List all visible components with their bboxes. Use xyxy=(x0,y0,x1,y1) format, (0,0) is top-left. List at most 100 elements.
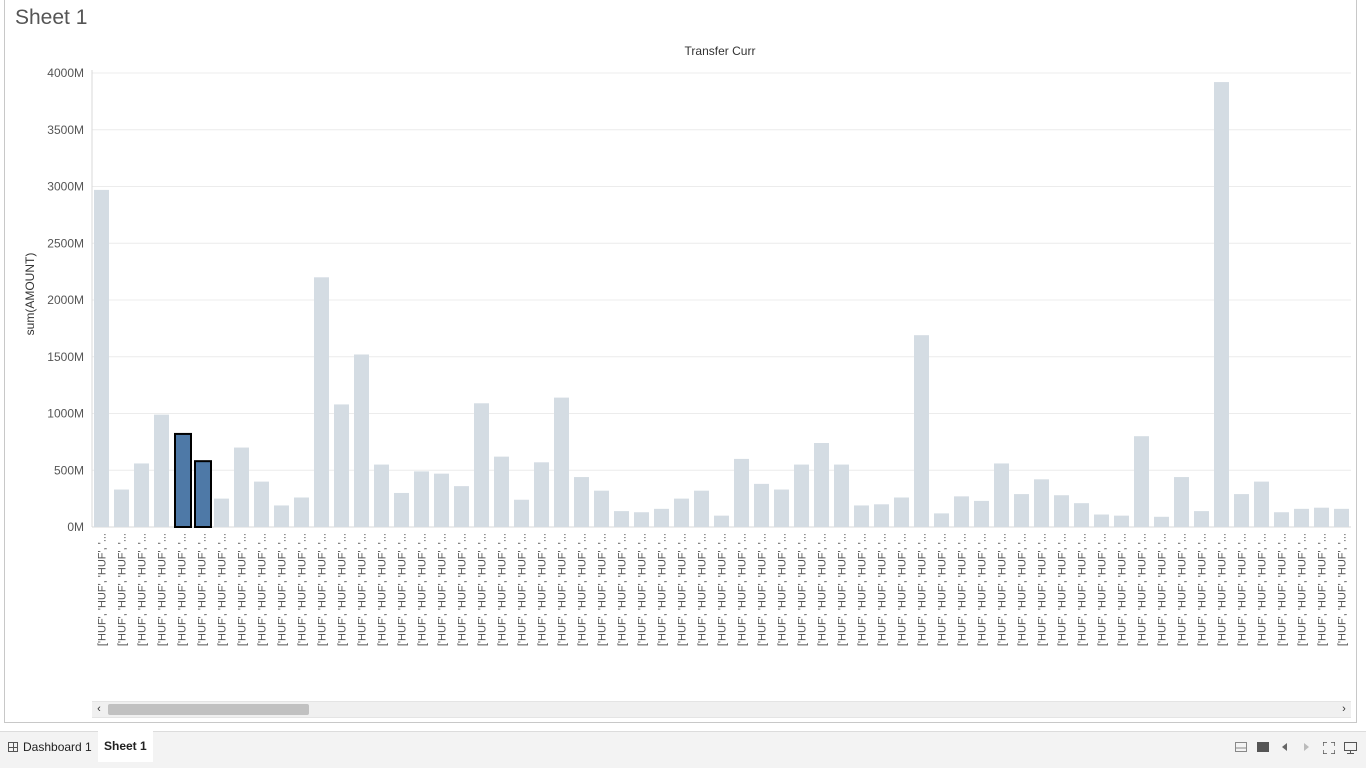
x-tick-label: ['HUF', 'HUF', 'HUF', '... xyxy=(1277,533,1289,646)
presentation-icon[interactable] xyxy=(1343,742,1357,754)
bar[interactable] xyxy=(1234,494,1249,527)
tab-dashboard-1[interactable]: Dashboard 1 xyxy=(2,732,98,762)
bar[interactable] xyxy=(234,447,249,527)
bar[interactable] xyxy=(134,463,149,527)
bar[interactable] xyxy=(314,277,329,527)
bar[interactable] xyxy=(274,505,289,527)
tab-dashboard-1-label: Dashboard 1 xyxy=(23,740,92,754)
bar[interactable] xyxy=(914,335,929,527)
sheet-frame xyxy=(4,0,1357,723)
x-tick-label: ['HUF', 'HUF', 'HUF', '... xyxy=(997,533,1009,646)
bar[interactable] xyxy=(654,508,669,527)
bar[interactable] xyxy=(594,490,609,527)
bar[interactable] xyxy=(894,497,909,527)
bar[interactable] xyxy=(634,512,649,527)
bar[interactable] xyxy=(94,189,109,527)
bar[interactable] xyxy=(674,498,689,527)
bar[interactable] xyxy=(854,505,869,527)
x-tick-label: ['HUF', 'HUF', 'HUF', '... xyxy=(177,533,189,646)
x-tick-label: ['HUF', 'HUF', 'HUF', '... xyxy=(597,533,609,646)
x-tick-label: ['HUF', 'HUF', 'HUF', '... xyxy=(1257,533,1269,646)
bar[interactable] xyxy=(834,464,849,527)
horizontal-scrollbar[interactable]: ‹ › xyxy=(92,701,1351,718)
bar[interactable] xyxy=(614,511,629,527)
bar[interactable] xyxy=(1054,495,1069,527)
bar[interactable] xyxy=(574,477,589,527)
bar[interactable] xyxy=(194,460,212,529)
bar[interactable] xyxy=(494,456,509,527)
bar[interactable] xyxy=(214,498,229,527)
bar[interactable] xyxy=(414,471,429,527)
bar[interactable] xyxy=(1114,515,1129,527)
x-tick-label: ['HUF', 'HUF', 'HUF', '... xyxy=(197,533,209,646)
x-tick-label: ['HUF', 'HUF', 'HUF', '... xyxy=(1317,533,1329,646)
bar[interactable] xyxy=(934,513,949,527)
bar[interactable] xyxy=(814,443,829,527)
next-sheet-icon[interactable] xyxy=(1299,742,1313,754)
scroll-left-arrow[interactable]: ‹ xyxy=(97,703,101,715)
bar[interactable] xyxy=(1214,82,1229,527)
x-tick-label: ['HUF', 'HUF', 'HUF', '... xyxy=(977,533,989,646)
x-tick-label: ['HUF', 'HUF', 'HUF', '... xyxy=(277,533,289,646)
bar[interactable] xyxy=(1074,503,1089,527)
x-tick-label: ['HUF', 'HUF', 'HUF', '... xyxy=(957,533,969,646)
x-tick-label: ['HUF', 'HUF', 'HUF', '... xyxy=(357,533,369,646)
show-sheets-icon[interactable] xyxy=(1234,742,1248,754)
bar[interactable] xyxy=(174,432,192,528)
bar[interactable] xyxy=(974,500,989,527)
bars xyxy=(94,82,1349,529)
bar[interactable] xyxy=(1174,477,1189,527)
x-tick-label: ['HUF', 'HUF', 'HUF', '... xyxy=(1077,533,1089,646)
bar[interactable] xyxy=(954,496,969,527)
x-tick-label: ['HUF', 'HUF', 'HUF', '... xyxy=(1117,533,1129,646)
scroll-right-arrow[interactable]: › xyxy=(1342,703,1346,715)
bar[interactable] xyxy=(474,403,489,527)
bar[interactable] xyxy=(874,504,889,527)
bar[interactable] xyxy=(334,404,349,527)
y-tick-label: 1000M xyxy=(47,407,84,421)
bar[interactable] xyxy=(154,414,169,527)
bar[interactable] xyxy=(1094,514,1109,527)
prev-sheet-icon[interactable] xyxy=(1278,742,1292,754)
bar[interactable] xyxy=(1194,511,1209,527)
bar[interactable] xyxy=(114,489,129,527)
bar[interactable] xyxy=(514,499,529,527)
bar[interactable] xyxy=(994,463,1009,527)
bar[interactable] xyxy=(374,464,389,527)
bar[interactable] xyxy=(354,354,369,527)
y-axis-label: sum(AMOUNT) xyxy=(23,253,37,336)
bar[interactable] xyxy=(1154,516,1169,527)
bar[interactable] xyxy=(454,486,469,527)
y-tick-label: 3500M xyxy=(47,123,84,137)
tab-sheet-1[interactable]: Sheet 1 xyxy=(98,731,153,762)
bar[interactable] xyxy=(254,481,269,527)
bar[interactable] xyxy=(1014,494,1029,527)
bar[interactable] xyxy=(294,497,309,527)
x-tick-label: ['HUF', 'HUF', 'HUF', '... xyxy=(497,533,509,646)
bar[interactable] xyxy=(694,490,709,527)
bar[interactable] xyxy=(1274,512,1289,527)
fit-icon[interactable] xyxy=(1322,741,1336,755)
x-tick-label: ['HUF', 'HUF', 'HUF', '... xyxy=(637,533,649,646)
x-tick-label: ['HUF', 'HUF', 'HUF', '... xyxy=(377,533,389,646)
bar[interactable] xyxy=(394,492,409,527)
bar[interactable] xyxy=(1134,436,1149,527)
dashboard-icon xyxy=(8,742,18,752)
filmstrip-icon[interactable] xyxy=(1256,742,1270,754)
bar[interactable] xyxy=(534,462,549,527)
bar[interactable] xyxy=(734,458,749,527)
bar[interactable] xyxy=(1294,508,1309,527)
x-tick-label: ['HUF', 'HUF', 'HUF', '... xyxy=(897,533,909,646)
y-tick-label: 2500M xyxy=(47,236,84,250)
scroll-thumb[interactable] xyxy=(108,704,309,715)
bar[interactable] xyxy=(1314,507,1329,527)
bar[interactable] xyxy=(1334,508,1349,527)
bar[interactable] xyxy=(714,515,729,527)
bar[interactable] xyxy=(1254,481,1269,527)
bar[interactable] xyxy=(794,464,809,527)
bar[interactable] xyxy=(434,473,449,527)
bar[interactable] xyxy=(774,489,789,527)
bar[interactable] xyxy=(754,483,769,527)
bar[interactable] xyxy=(554,397,569,527)
bar[interactable] xyxy=(1034,479,1049,527)
